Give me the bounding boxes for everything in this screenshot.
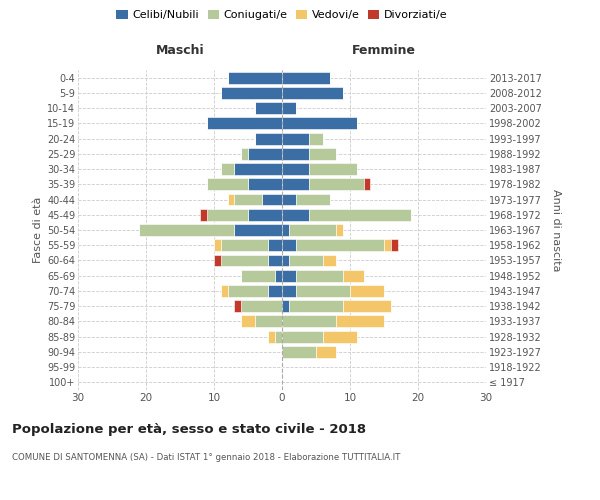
- Bar: [214, 240, 221, 251]
- Bar: [207, 178, 248, 190]
- Bar: [289, 300, 343, 312]
- Bar: [282, 118, 357, 130]
- Bar: [221, 240, 268, 251]
- Bar: [296, 240, 384, 251]
- Bar: [207, 118, 282, 130]
- Bar: [282, 209, 309, 220]
- Bar: [337, 224, 343, 236]
- Bar: [235, 300, 241, 312]
- Bar: [235, 224, 282, 236]
- Bar: [282, 87, 343, 99]
- Bar: [391, 240, 398, 251]
- Bar: [282, 224, 289, 236]
- Bar: [282, 316, 337, 328]
- Bar: [282, 102, 296, 114]
- Bar: [221, 163, 235, 175]
- Bar: [227, 72, 282, 84]
- Bar: [235, 163, 282, 175]
- Bar: [296, 194, 329, 205]
- Bar: [255, 102, 282, 114]
- Legend: Celibi/Nubili, Coniugati/e, Vedovi/e, Divorziati/e: Celibi/Nubili, Coniugati/e, Vedovi/e, Di…: [112, 6, 452, 25]
- Bar: [207, 209, 248, 220]
- Bar: [268, 285, 282, 297]
- Bar: [227, 194, 235, 205]
- Text: Maschi: Maschi: [155, 44, 205, 58]
- Text: COMUNE DI SANTOMENNA (SA) - Dati ISTAT 1° gennaio 2018 - Elaborazione TUTTITALIA: COMUNE DI SANTOMENNA (SA) - Dati ISTAT 1…: [12, 452, 400, 462]
- Bar: [139, 224, 235, 236]
- Bar: [241, 316, 255, 328]
- Bar: [255, 316, 282, 328]
- Y-axis label: Anni di nascita: Anni di nascita: [551, 188, 561, 271]
- Bar: [248, 209, 282, 220]
- Bar: [289, 254, 323, 266]
- Bar: [200, 209, 207, 220]
- Bar: [241, 148, 248, 160]
- Bar: [255, 132, 282, 144]
- Bar: [268, 240, 282, 251]
- Bar: [309, 209, 411, 220]
- Bar: [282, 300, 289, 312]
- Text: Popolazione per età, sesso e stato civile - 2018: Popolazione per età, sesso e stato civil…: [12, 422, 366, 436]
- Bar: [309, 178, 364, 190]
- Bar: [323, 254, 337, 266]
- Bar: [282, 194, 296, 205]
- Bar: [343, 270, 364, 281]
- Bar: [364, 178, 370, 190]
- Bar: [323, 330, 357, 342]
- Bar: [248, 178, 282, 190]
- Bar: [282, 346, 316, 358]
- Bar: [296, 270, 343, 281]
- Bar: [282, 178, 309, 190]
- Bar: [268, 330, 275, 342]
- Bar: [282, 270, 296, 281]
- Bar: [282, 148, 309, 160]
- Bar: [227, 285, 268, 297]
- Bar: [275, 270, 282, 281]
- Bar: [282, 285, 296, 297]
- Bar: [309, 132, 323, 144]
- Bar: [241, 270, 275, 281]
- Bar: [221, 254, 268, 266]
- Bar: [282, 132, 309, 144]
- Bar: [262, 194, 282, 205]
- Y-axis label: Fasce di età: Fasce di età: [32, 197, 43, 263]
- Bar: [296, 285, 350, 297]
- Bar: [282, 330, 323, 342]
- Bar: [289, 224, 337, 236]
- Bar: [309, 163, 357, 175]
- Bar: [241, 300, 282, 312]
- Bar: [248, 148, 282, 160]
- Bar: [350, 285, 384, 297]
- Bar: [235, 194, 262, 205]
- Bar: [337, 316, 384, 328]
- Bar: [221, 285, 227, 297]
- Text: Femmine: Femmine: [352, 44, 416, 58]
- Bar: [275, 330, 282, 342]
- Bar: [282, 72, 329, 84]
- Bar: [343, 300, 391, 312]
- Bar: [384, 240, 391, 251]
- Bar: [316, 346, 337, 358]
- Bar: [214, 254, 221, 266]
- Bar: [282, 240, 296, 251]
- Bar: [282, 254, 289, 266]
- Bar: [282, 163, 309, 175]
- Bar: [221, 87, 282, 99]
- Bar: [268, 254, 282, 266]
- Bar: [309, 148, 337, 160]
